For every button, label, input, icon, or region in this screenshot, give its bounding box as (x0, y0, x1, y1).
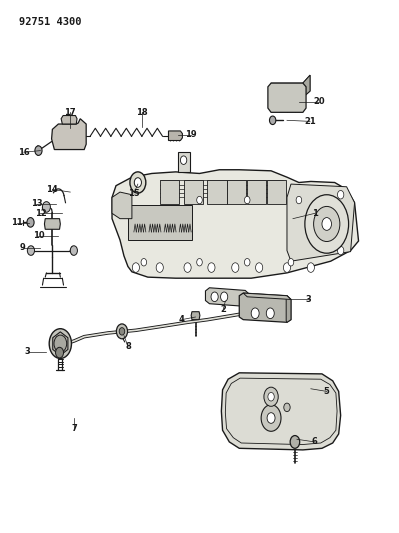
Circle shape (290, 435, 300, 448)
Circle shape (268, 392, 274, 401)
Circle shape (338, 209, 344, 217)
Polygon shape (287, 184, 355, 261)
Text: 20: 20 (313, 97, 325, 106)
Text: 7: 7 (71, 424, 77, 433)
Circle shape (27, 217, 34, 227)
Circle shape (232, 263, 239, 272)
Text: 10: 10 (33, 231, 44, 240)
Circle shape (134, 177, 142, 187)
Circle shape (284, 403, 290, 411)
Circle shape (132, 263, 140, 272)
Circle shape (314, 206, 340, 241)
Circle shape (296, 196, 302, 204)
Circle shape (269, 116, 276, 125)
Circle shape (266, 308, 274, 319)
Circle shape (338, 246, 344, 255)
Circle shape (197, 196, 202, 204)
Text: 13: 13 (31, 199, 42, 208)
Bar (184, 180, 203, 204)
Polygon shape (239, 293, 291, 322)
Circle shape (28, 246, 34, 255)
Polygon shape (112, 192, 132, 219)
Text: 1: 1 (312, 209, 318, 218)
Circle shape (35, 146, 42, 156)
Bar (227, 180, 247, 204)
Circle shape (141, 259, 146, 266)
Text: 18: 18 (136, 108, 148, 117)
Bar (178, 152, 190, 172)
Polygon shape (51, 119, 86, 150)
Text: 14: 14 (47, 185, 58, 194)
Text: 3: 3 (306, 295, 312, 304)
Circle shape (130, 172, 146, 193)
Polygon shape (191, 312, 200, 320)
Text: 12: 12 (35, 209, 46, 218)
Circle shape (256, 263, 263, 272)
Text: 16: 16 (18, 148, 30, 157)
Circle shape (251, 308, 259, 319)
Circle shape (156, 263, 163, 272)
Text: 21: 21 (304, 117, 316, 126)
Circle shape (338, 190, 344, 199)
Circle shape (305, 195, 349, 253)
Circle shape (211, 292, 218, 302)
Polygon shape (61, 116, 77, 124)
Polygon shape (168, 131, 182, 141)
Text: 5: 5 (324, 387, 330, 396)
Circle shape (119, 328, 125, 335)
Polygon shape (53, 332, 68, 356)
Circle shape (283, 263, 290, 272)
Text: 6: 6 (312, 438, 318, 447)
Bar (207, 180, 227, 204)
Circle shape (221, 292, 228, 302)
Bar (128, 205, 192, 240)
Circle shape (307, 263, 314, 272)
Text: 9: 9 (20, 244, 26, 253)
Circle shape (288, 259, 294, 266)
Text: 92751 4300: 92751 4300 (19, 17, 81, 27)
Polygon shape (268, 83, 306, 112)
Text: 3: 3 (25, 347, 31, 356)
Text: 11: 11 (11, 219, 22, 228)
Polygon shape (243, 293, 291, 300)
Circle shape (184, 263, 191, 272)
Bar (160, 180, 179, 204)
Circle shape (117, 324, 128, 339)
Polygon shape (286, 296, 291, 322)
Circle shape (70, 246, 77, 255)
Text: 19: 19 (185, 130, 197, 139)
Polygon shape (44, 219, 60, 229)
Text: 4: 4 (179, 315, 185, 324)
Polygon shape (271, 75, 310, 98)
Polygon shape (303, 75, 310, 98)
Circle shape (208, 263, 215, 272)
Circle shape (338, 228, 344, 236)
Text: 17: 17 (65, 108, 76, 117)
Bar (247, 180, 266, 204)
Circle shape (264, 387, 278, 406)
Circle shape (55, 348, 63, 358)
Circle shape (245, 259, 250, 266)
Circle shape (267, 413, 275, 423)
Circle shape (245, 196, 250, 204)
Circle shape (49, 329, 71, 359)
Polygon shape (112, 169, 359, 278)
Bar (267, 180, 286, 204)
Circle shape (180, 156, 187, 165)
Circle shape (261, 405, 281, 431)
Text: 15: 15 (128, 189, 140, 198)
Text: 8: 8 (125, 342, 131, 351)
Polygon shape (205, 288, 249, 306)
Polygon shape (221, 373, 341, 450)
Circle shape (54, 335, 67, 352)
Text: 2: 2 (220, 304, 226, 313)
Circle shape (322, 217, 332, 230)
Circle shape (197, 259, 202, 266)
Circle shape (42, 201, 50, 212)
